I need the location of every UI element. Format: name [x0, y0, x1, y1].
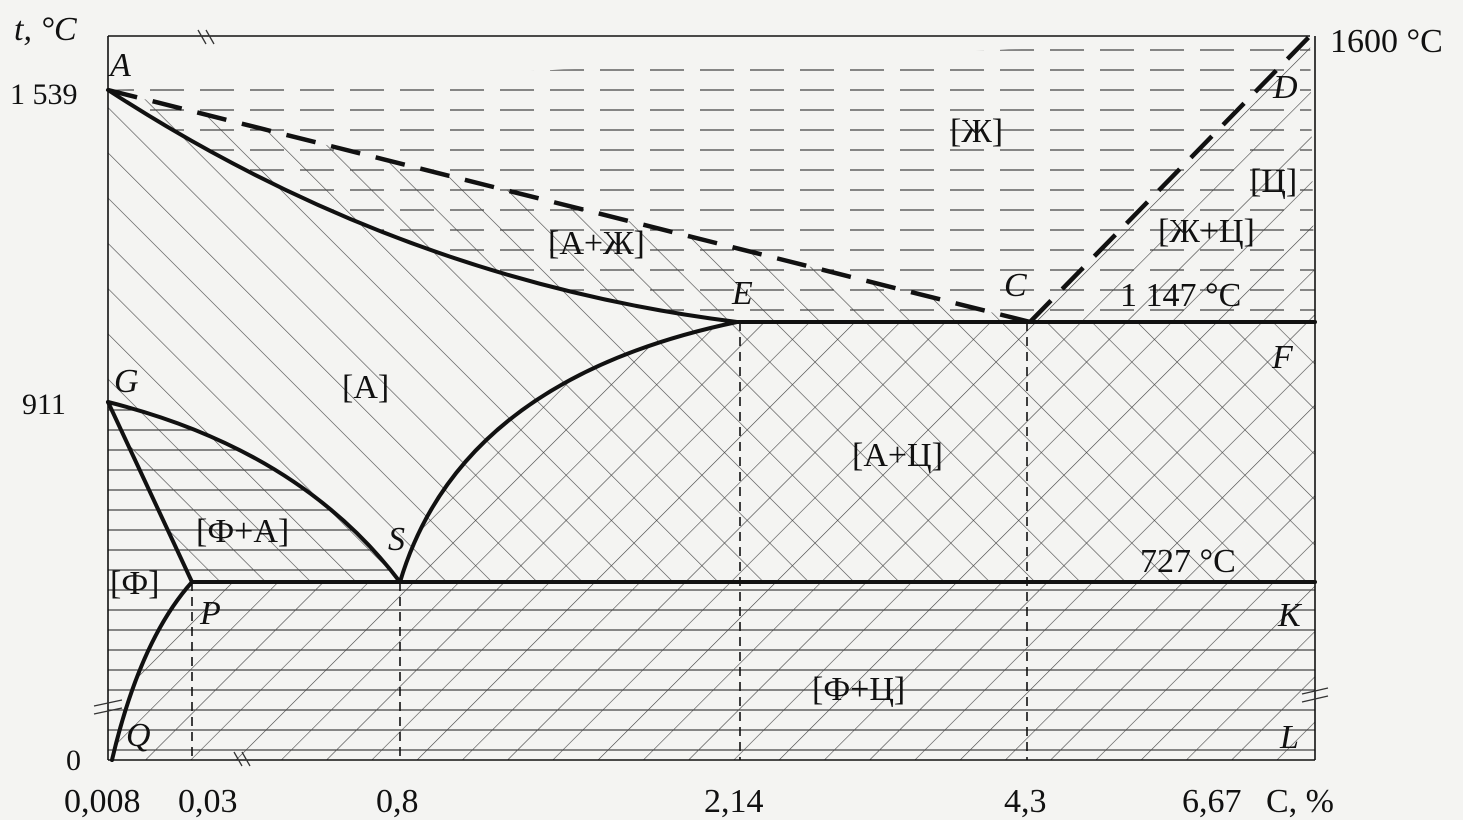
- point-F: F: [1271, 339, 1294, 376]
- temp-label-727: 727 °C: [1140, 543, 1236, 580]
- region-ferrite-austenite-diag: [108, 402, 400, 582]
- temp-label-1147: 1 147 °C: [1120, 277, 1241, 314]
- phase-label-ferrite-austenite: [Ф+А]: [196, 513, 289, 550]
- liquidus-AC: [107, 87, 1031, 325]
- line-ES: [398, 320, 739, 584]
- point-S: S: [388, 521, 405, 558]
- x-tick-6-67: 6,67: [1182, 783, 1242, 820]
- point-E: E: [731, 275, 753, 312]
- axes: [93, 29, 1329, 767]
- phase-label-liquid: [Ж]: [950, 113, 1003, 150]
- region-hatching: [108, 36, 1315, 760]
- top-break-mark: [197, 29, 215, 45]
- x-tick-0-03: 0,03: [178, 783, 238, 820]
- y-axis-label: t, °C: [14, 11, 77, 48]
- line-GP: [106, 400, 194, 584]
- solidus-AE: [106, 88, 739, 324]
- region-liquid: [108, 36, 1310, 322]
- x-tick-0-008: 0,008: [64, 783, 141, 820]
- x-tick-0-8: 0,8: [376, 783, 419, 820]
- phase-boundaries: [106, 34, 1317, 762]
- point-D: D: [1272, 69, 1298, 106]
- phase-label-austenite: [А]: [342, 369, 389, 406]
- region-austenite: [108, 90, 737, 582]
- point-A: A: [108, 47, 131, 84]
- composition-guides: [191, 322, 1028, 760]
- right-break-mark: [1301, 687, 1329, 703]
- x-axis-label: C, %: [1266, 783, 1334, 820]
- point-K: K: [1277, 597, 1303, 634]
- phase-label-ferrite-cementite: [Ф+Ц]: [812, 671, 905, 708]
- region-ferrite: [108, 402, 192, 760]
- point-Q: Q: [126, 717, 151, 754]
- point-G: G: [114, 363, 139, 400]
- point-L: L: [1279, 719, 1299, 756]
- x-tick-2-14: 2,14: [704, 783, 764, 820]
- y-tick-0: 0: [66, 744, 81, 777]
- x-tick-4-3: 4,3: [1004, 783, 1047, 820]
- phase-label-liquid-cementite: [Ж+Ц]: [1158, 213, 1255, 250]
- region-austenite-cementite-cross: [400, 322, 1315, 582]
- line-PQ: [110, 580, 194, 762]
- point-C: C: [1004, 267, 1027, 304]
- region-ferrite-cementite-diag: [112, 582, 1315, 760]
- line-GS: [106, 400, 402, 584]
- point-P: P: [199, 595, 221, 632]
- phase-label-ferrite: [Ф]: [110, 565, 160, 602]
- left-break-mark: [93, 699, 123, 715]
- temp-label-1600: 1600 °C: [1330, 23, 1443, 60]
- liquidus-CD: [1028, 34, 1312, 324]
- y-tick-911: 911: [22, 388, 66, 421]
- bottom-break-mark: [233, 751, 251, 767]
- phase-label-cementite: [Ц]: [1250, 163, 1297, 200]
- phase-label-austenite-liquid: [А+Ж]: [548, 225, 645, 262]
- phase-label-austenite-cementite: [А+Ц]: [852, 437, 943, 474]
- y-tick-1539: 1 539: [10, 78, 78, 111]
